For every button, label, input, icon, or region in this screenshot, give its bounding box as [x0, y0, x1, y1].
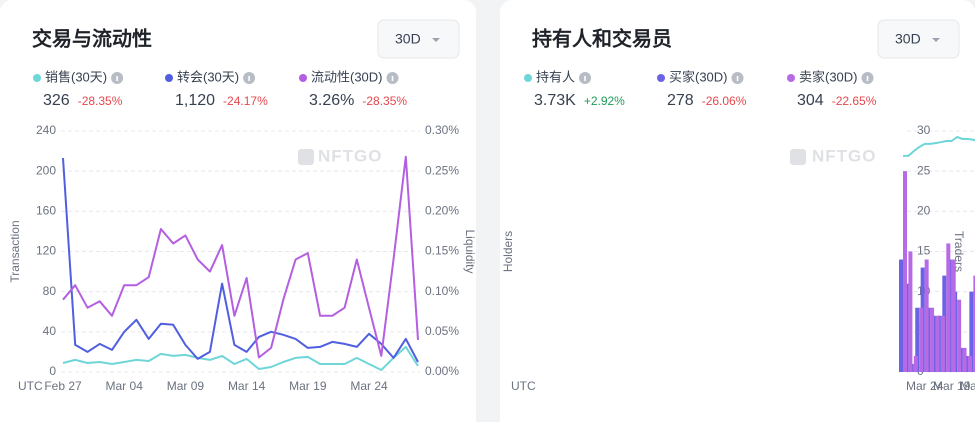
stat-value: 278 [667, 92, 694, 109]
stat-change: -24.17% [223, 94, 268, 108]
legend-name: 买家(30D) [669, 69, 728, 84]
x-prefix: UTC [18, 379, 43, 393]
y2-tick-label: 0.00% [425, 364, 459, 378]
bar [973, 275, 975, 372]
y2-tick-label: 0.05% [425, 324, 459, 338]
bar [915, 307, 920, 372]
y2-tick-label: 25 [917, 163, 931, 177]
y-tick-label: 120 [36, 244, 56, 258]
x-tick-label: Feb 27 [44, 379, 82, 393]
y2-tick-label: 0.10% [425, 284, 459, 298]
line [62, 345, 419, 371]
bar [957, 299, 962, 372]
x-tick-label: Mar 14 [228, 379, 266, 393]
stat-value: 326 [43, 92, 70, 109]
legend-name: 卖家(30D) [799, 69, 858, 84]
info-glyph [391, 76, 394, 81]
stat-change: +2.92% [584, 94, 625, 108]
line [62, 155, 419, 359]
x-tick-label: Mar 09 [167, 379, 205, 393]
y-tick-label: 40 [43, 324, 57, 338]
stat-value: 304 [797, 92, 824, 109]
stat-value: 1,120 [175, 92, 215, 109]
legend-name: 流动性(30D) [311, 69, 383, 84]
dropdown[interactable] [377, 19, 460, 59]
bar [924, 259, 929, 372]
dropdown-label: 30D [395, 31, 421, 47]
bar [969, 291, 974, 372]
info-glyph [866, 76, 869, 81]
y-tick-label: 200 [36, 163, 56, 177]
x-prefix: UTC [511, 379, 536, 393]
dropdown-caret [932, 38, 940, 42]
bar [940, 315, 945, 372]
stat-change: -26.06% [702, 94, 747, 108]
info-glyph [584, 76, 586, 81]
x-tick-label: Mar 24 [350, 379, 388, 393]
watermark-logo [790, 149, 806, 165]
bar [899, 259, 903, 372]
x-tick-label: Mar 04 [106, 379, 144, 393]
watermark: NFTGO [812, 146, 877, 165]
y2-tick-label: 0.25% [425, 163, 459, 177]
dropdown[interactable] [877, 19, 960, 59]
bar [919, 307, 924, 372]
line [62, 158, 419, 363]
dropdown-caret [432, 38, 440, 42]
stat-change: -28.35% [78, 94, 123, 108]
legend-dot [299, 74, 307, 82]
line [903, 136, 975, 157]
y-axis-title: Transaction [8, 220, 22, 282]
bar [946, 243, 951, 372]
info-glyph [248, 76, 250, 81]
stat-change: -22.65% [832, 94, 877, 108]
watermark-logo [298, 149, 314, 165]
bar [930, 307, 935, 372]
y2-tick-label: 15 [917, 244, 931, 258]
legend-name: 持有人 [536, 69, 575, 84]
bar [903, 171, 907, 372]
y-tick-label: 0 [49, 364, 56, 378]
y2-axis-title: Liquidity [463, 229, 477, 273]
y-tick-label: 160 [36, 204, 56, 218]
y2-tick-label: 0.15% [425, 244, 459, 258]
x-tick-label: Mar 24 [906, 379, 944, 393]
y2-tick-label: 0.30% [425, 123, 459, 137]
bar [962, 347, 967, 372]
legend-name: 转会(30天) [177, 69, 239, 84]
info-glyph [736, 76, 739, 81]
y2-tick-label: 0.20% [425, 204, 459, 218]
y-axis-title: Holders [501, 231, 515, 272]
bar [913, 355, 918, 372]
stat-change: -28.35% [362, 94, 407, 108]
legend-name: 销售(30天) [45, 69, 107, 84]
legend-dot [33, 74, 41, 82]
x-tick-label: Mar 19 [289, 379, 327, 393]
x-tick-label: Mar 19 [933, 379, 971, 393]
legend-dot [524, 74, 532, 82]
card [500, 0, 975, 422]
card-title: 持有人和交易员 [532, 26, 672, 50]
stat-value: 3.26% [309, 92, 354, 109]
y2-tick-label: 20 [917, 204, 931, 218]
legend-dot [165, 74, 173, 82]
stat-value: 3.73K [534, 92, 576, 109]
y2-tick-label: 30 [917, 123, 931, 137]
bar [951, 259, 956, 372]
legend-dot [787, 74, 795, 82]
watermark: NFTGO [318, 146, 383, 165]
dropdown-label: 30D [895, 31, 921, 47]
bar [908, 251, 913, 372]
card-title: 交易与流动性 [32, 26, 152, 50]
info-glyph [116, 76, 118, 81]
bar [935, 315, 940, 372]
bar [967, 355, 972, 372]
y-tick-label: 240 [36, 123, 56, 137]
y-tick-label: 80 [43, 284, 57, 298]
x-tick-label: Mar 14 [960, 379, 975, 393]
legend-dot [657, 74, 665, 82]
